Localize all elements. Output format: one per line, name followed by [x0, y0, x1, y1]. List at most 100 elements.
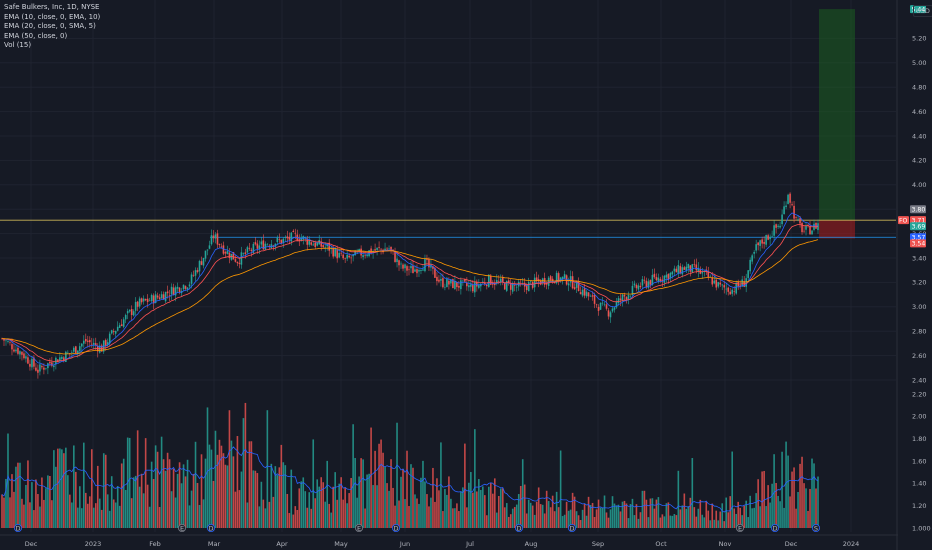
volume-bar: [703, 517, 706, 528]
volume-bar: [705, 501, 708, 528]
volume-bar: [458, 511, 460, 528]
volume-bar: [783, 507, 785, 528]
volume-bar: [631, 498, 634, 528]
candle-body: [775, 224, 777, 228]
candle-body: [352, 254, 354, 257]
volume-bar: [747, 517, 749, 528]
volume-bar: [557, 507, 560, 528]
candle-body: [484, 282, 486, 285]
volume-bar: [575, 511, 578, 528]
candle-body: [488, 274, 490, 287]
candle-body: [727, 287, 730, 292]
resistance-tag-bg: [910, 216, 926, 225]
volume-bar: [154, 445, 157, 528]
candle-body: [298, 239, 301, 242]
volume-bar: [769, 502, 771, 528]
candle-body: [809, 226, 811, 235]
candle-body: [196, 270, 199, 273]
candle-body: [577, 282, 580, 292]
candle-body: [410, 265, 412, 269]
volume-bar: [130, 498, 133, 528]
volume-bar: [569, 509, 572, 528]
volume-bar: [49, 475, 51, 528]
candle-body: [288, 236, 291, 240]
chart-legend: Safe Bulkers, Inc, 1D, NYSE EMA (10, clo…: [4, 3, 100, 51]
volume-bar: [807, 510, 809, 528]
legend-ema50: EMA (50, close, 0): [4, 31, 68, 40]
candle-body: [408, 269, 410, 271]
volume-bar: [424, 481, 426, 528]
volume-bar: [15, 466, 17, 528]
volume-bar: [667, 502, 670, 528]
volume-bar: [551, 495, 554, 528]
candle-body: [651, 274, 654, 285]
candle-body: [715, 279, 718, 288]
candle-body: [647, 281, 650, 288]
candle-body: [376, 247, 378, 250]
candle-body: [747, 270, 749, 278]
volume-bar: [366, 474, 368, 528]
candle-body: [94, 343, 97, 346]
volume-bar: [779, 501, 781, 528]
volume-bar: [599, 507, 602, 528]
volume-bar: [346, 503, 348, 528]
volume-bar: [452, 508, 454, 528]
candle-body: [294, 232, 297, 234]
volume-bar: [340, 477, 342, 528]
volume-bar: [645, 499, 648, 528]
candle-body: [176, 286, 179, 289]
candle-body: [430, 264, 432, 268]
volume-bar: [525, 513, 528, 528]
volume-bar: [336, 499, 338, 528]
candle-body: [557, 273, 560, 282]
candle-body: [741, 279, 743, 287]
candle-body: [745, 278, 747, 287]
volume-bar: [472, 492, 474, 528]
volume-bar: [787, 455, 789, 528]
candle-body: [396, 258, 398, 263]
volume-bar: [178, 462, 181, 528]
candle-body: [378, 246, 380, 248]
volume-bar: [625, 503, 628, 528]
volume-bar: [765, 506, 767, 528]
candle-body: [316, 242, 319, 246]
candle-body: [268, 245, 271, 247]
candle-body: [212, 235, 215, 239]
volume-bar: [264, 508, 267, 528]
candle-body: [152, 295, 155, 304]
currency-label[interactable]: USD: [913, 5, 932, 17]
volume-bar: [635, 504, 638, 528]
target-zone: [819, 9, 855, 221]
price-tick-label: 5.20: [912, 35, 926, 43]
volume-bar: [691, 458, 694, 528]
price-axis: 5.205.004.804.604.404.204.003.803.603.40…: [896, 0, 931, 550]
volume-bar: [539, 504, 542, 528]
volume-bar: [292, 514, 295, 528]
candle-body: [286, 236, 289, 239]
candle-body: [649, 280, 652, 285]
candle-body: [767, 235, 769, 240]
resistance-tag-text: 3.71: [912, 217, 926, 224]
volume-bar: [202, 499, 205, 528]
candle-body: [695, 264, 698, 271]
candle-body: [623, 295, 626, 297]
volume-bar: [17, 462, 19, 528]
volume-bar: [37, 494, 39, 528]
volume-bar: [260, 481, 263, 528]
candle-body: [711, 277, 714, 285]
candle-body: [67, 352, 69, 354]
volume-bar: [386, 483, 388, 528]
volume-bar: [35, 479, 37, 528]
volume-bar: [254, 470, 257, 528]
candle-body: [615, 301, 618, 308]
candle-body: [214, 234, 217, 239]
candle-body: [735, 282, 738, 294]
candle-body: [160, 294, 163, 299]
volume-bar: [208, 444, 211, 528]
volume-bar: [29, 502, 31, 528]
volume-bar: [643, 490, 646, 528]
candle-body: [204, 250, 207, 259]
volume-bar: [258, 506, 261, 528]
